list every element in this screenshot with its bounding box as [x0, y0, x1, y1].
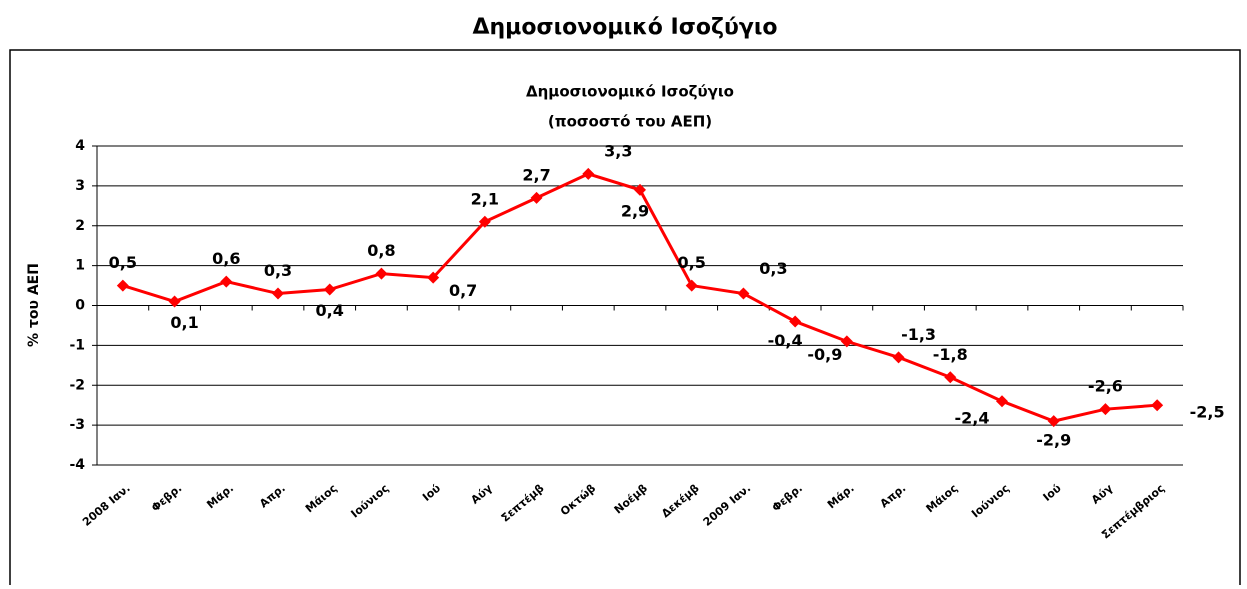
data-label: 0,4 [316, 301, 344, 320]
x-tick-label: Σεπτέμβ [499, 482, 547, 525]
data-point [168, 295, 181, 308]
data-point [116, 279, 129, 292]
y-tick-label: -1 [69, 337, 85, 353]
x-tick-label: Αύγ [1089, 481, 1116, 506]
y-axis-label: % του ΑΕΠ [26, 263, 42, 347]
data-point [1151, 399, 1164, 412]
data-point [737, 287, 750, 300]
data-point [840, 335, 853, 348]
data-label: -2,5 [1190, 403, 1225, 422]
data-point [220, 275, 233, 288]
x-tick-label: Μάιος [924, 482, 961, 516]
data-point [272, 287, 284, 300]
data-point [582, 167, 595, 180]
data-label: 2,7 [522, 165, 550, 184]
x-tick-label: Δεκέμβ [659, 482, 702, 521]
data-label: 0,6 [212, 249, 240, 268]
x-tick-label: Ιού [1041, 482, 1064, 504]
y-tick-label: -3 [69, 417, 85, 433]
data-label: -1,3 [901, 325, 936, 344]
data-point [427, 271, 440, 284]
data-point [634, 183, 646, 196]
data-label: 0,1 [170, 313, 198, 332]
chart-frame [9, 49, 1241, 589]
data-label: 0,3 [264, 261, 292, 280]
y-tick-label: 4 [75, 138, 85, 154]
data-label: 0,3 [759, 259, 787, 278]
data-label: 0,8 [367, 241, 395, 260]
x-tick-label: Μάρ. [825, 482, 857, 512]
data-label: -1,8 [933, 345, 968, 364]
y-tick-label: 1 [75, 258, 85, 274]
x-tick-label: Απρ. [257, 482, 288, 511]
data-label: 2,1 [471, 189, 499, 208]
y-tick-label: -4 [69, 457, 85, 473]
x-tick-label: Νοέμβ [612, 482, 650, 517]
x-tick-label: Φεβρ. [770, 482, 805, 515]
data-label: 0,7 [449, 281, 477, 300]
x-tick-label: Μάρ. [204, 482, 236, 512]
data-label: -0,4 [768, 331, 803, 350]
x-tick-label: Ιούνιος [349, 482, 392, 521]
data-label: -0,9 [807, 345, 842, 364]
data-point [892, 351, 905, 364]
x-tick-label: Οκτώβ [558, 482, 598, 519]
chart-subtitle: (ποσοστό του ΑΕΠ) [548, 113, 712, 131]
y-tick-label: 3 [75, 178, 85, 194]
data-point [375, 267, 388, 280]
y-tick-label: -2 [69, 377, 85, 393]
x-tick-label: Ιούνιος [969, 482, 1012, 521]
data-label: 0,5 [678, 253, 706, 272]
data-point [944, 371, 957, 384]
data-label: 0,5 [109, 253, 137, 272]
y-tick-label: 2 [75, 218, 85, 234]
data-point [478, 215, 491, 228]
x-tick-label: 2008 Ιαν. [80, 482, 133, 529]
data-point [530, 191, 543, 204]
x-tick-label: Απρ. [878, 482, 909, 511]
data-label: 2,9 [621, 201, 649, 220]
data-label: 3,3 [604, 141, 632, 160]
x-tick-label: 2009 Ιαν. [701, 482, 754, 529]
data-point [789, 315, 802, 328]
x-tick-label: Μάιος [303, 482, 340, 516]
page-title: Δημοσιονομικό Ισοζύγιο [472, 15, 777, 40]
data-point [996, 395, 1008, 408]
data-point [1099, 403, 1112, 416]
y-tick-label: 0 [75, 298, 85, 314]
chart-title: Δημοσιονομικό Ισοζύγιο [526, 83, 734, 101]
data-point [685, 279, 698, 292]
data-point [323, 283, 336, 296]
data-label: -2,9 [1036, 431, 1071, 450]
data-label: -2,4 [955, 409, 990, 428]
x-tick-label: Αύγ [468, 481, 495, 506]
data-label: -2,6 [1088, 377, 1123, 396]
x-tick-label: Ιού [420, 482, 443, 504]
x-tick-label: Φεβρ. [149, 482, 184, 515]
data-point [1047, 415, 1060, 428]
